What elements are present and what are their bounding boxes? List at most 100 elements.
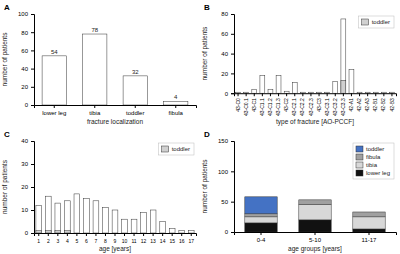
bar — [179, 233, 185, 234]
x-tick: toddler — [126, 105, 144, 116]
y-tick-mark — [31, 14, 34, 15]
bar — [299, 199, 331, 200]
bar — [299, 220, 331, 232]
x-tick-mark — [367, 93, 368, 96]
x-tick: 8 — [104, 233, 107, 244]
y-tick-mark — [31, 50, 34, 51]
x-tick-mark — [335, 93, 336, 96]
x-tick: 6 — [85, 233, 88, 244]
y-tick-label: 60 — [21, 48, 28, 54]
panel-title: C — [4, 130, 10, 139]
y-tick-label: 10 — [21, 207, 28, 213]
y-tick-label: 40 — [221, 51, 228, 57]
legend-frame — [159, 143, 194, 155]
bar — [292, 82, 297, 93]
x-tick: 43-C0.1 — [243, 93, 249, 116]
bar — [36, 205, 42, 233]
bar — [74, 233, 80, 234]
bar — [64, 201, 70, 233]
bars — [236, 19, 395, 93]
x-tick-label: 43-C1.3 — [275, 98, 281, 116]
bar — [141, 212, 147, 233]
x-tick-label: 12 — [141, 238, 147, 244]
x-tick-label: 42-B3 — [389, 98, 395, 112]
x-tick-label: 42-A1 — [348, 98, 354, 112]
y-tick: 80 — [21, 30, 34, 36]
x-tick-label: lower leg — [42, 110, 66, 116]
legend-label: toddler — [372, 19, 390, 25]
y-tick: 40 — [21, 138, 34, 144]
bar — [55, 231, 61, 233]
bar — [103, 208, 109, 233]
bar — [284, 93, 289, 94]
y-axis-line — [31, 15, 35, 106]
y-tick: 0 — [225, 229, 234, 235]
bar — [309, 92, 314, 93]
x-tick-label: 43-C1 — [251, 98, 257, 112]
x-tick-mark — [105, 233, 106, 236]
x-axis: lower legtibiatoddlerfibula — [35, 105, 197, 116]
x-tick-mark — [286, 93, 287, 96]
bar — [64, 231, 70, 233]
bar — [268, 89, 273, 93]
legend-swatch — [356, 154, 363, 160]
x-tick-mark — [383, 93, 384, 96]
bar — [325, 92, 330, 93]
x-tick-mark — [115, 233, 116, 236]
y-tick: 100 — [218, 169, 234, 175]
panel: 02040608043-C043-C0.143-C143-C1.143-C1.2… — [201, 3, 397, 126]
x-axis-line — [235, 233, 397, 236]
x-tick: 4 — [66, 233, 69, 244]
x-tick-label: 14 — [160, 238, 166, 244]
y-tick-mark — [231, 202, 234, 203]
bar — [325, 93, 330, 94]
x-tick: 43-C0 — [235, 93, 241, 112]
y-tick-mark — [31, 233, 34, 234]
x-tick: 11 — [131, 233, 136, 244]
x-tick-mark — [343, 93, 344, 96]
y-tick-mark — [31, 210, 34, 211]
panel-title: B — [204, 3, 210, 12]
x-tick-mark — [172, 233, 173, 236]
x-tick-mark — [95, 233, 96, 236]
plot: 02040608043-C043-C0.143-C143-C1.143-C1.2… — [201, 11, 397, 126]
x-tick: 15 — [169, 233, 175, 244]
bar — [299, 205, 331, 220]
x-tick-label: 43-C1.2 — [267, 98, 273, 116]
bar — [390, 92, 395, 93]
x-tick: 17 — [188, 233, 194, 244]
x-tick-mark — [369, 232, 370, 235]
bar — [357, 93, 362, 94]
x-tick-mark — [262, 93, 263, 96]
legend: toddlerfibulatibialower leg — [353, 143, 394, 179]
x-tick: 42-B1 — [372, 93, 378, 111]
y-tick-mark — [31, 87, 34, 88]
bar — [260, 93, 265, 94]
y-tick-label: 150 — [218, 138, 229, 144]
x-axis-title: fracture localization — [87, 118, 143, 125]
y-tick: 40 — [221, 51, 234, 57]
bar — [150, 233, 156, 234]
y-axis: 020406080 — [221, 11, 234, 96]
y-axis: 010203040 — [21, 138, 34, 236]
legend-frame — [359, 16, 394, 28]
bars — [245, 197, 385, 232]
x-tick-mark — [302, 93, 303, 96]
x-tick: 42-A3 — [364, 93, 370, 111]
bar — [284, 91, 289, 93]
x-tick: 5 — [75, 233, 78, 244]
x-tick-mark — [246, 93, 247, 96]
bar — [84, 199, 90, 234]
data-label: 54 — [51, 49, 58, 55]
x-tick-label: 11 — [131, 238, 136, 244]
y-tick: 0 — [225, 91, 234, 97]
x-tick: 14 — [160, 233, 166, 244]
bar — [42, 56, 66, 105]
x-tick-mark — [86, 233, 87, 236]
x-tick-label: 4 — [66, 238, 69, 244]
x-tick-mark — [254, 93, 255, 96]
x-tick: 0-4 — [257, 232, 266, 243]
x-tick-label: 9 — [114, 238, 117, 244]
bar — [373, 93, 378, 94]
y-tick-label: 20 — [21, 184, 28, 190]
